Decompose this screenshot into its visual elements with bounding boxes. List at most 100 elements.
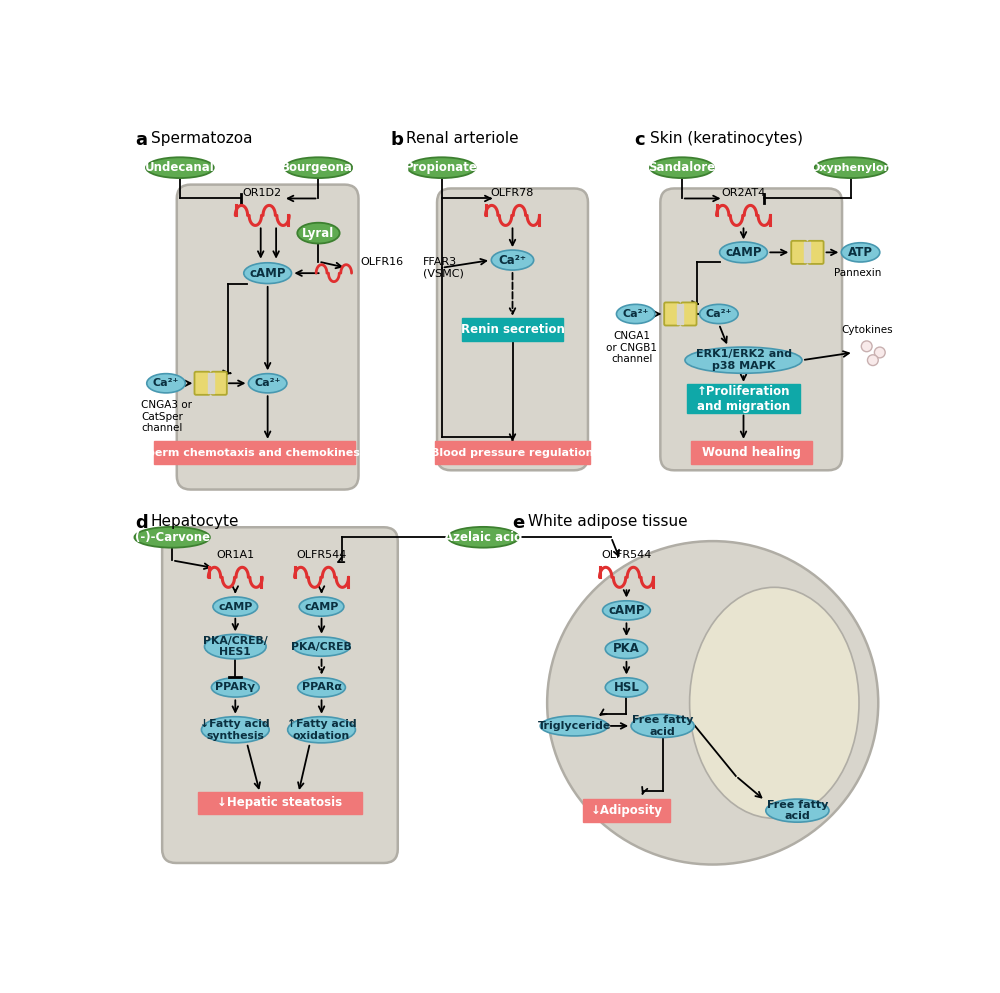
FancyBboxPatch shape bbox=[681, 303, 697, 326]
FancyBboxPatch shape bbox=[691, 442, 812, 464]
Text: d: d bbox=[135, 514, 148, 532]
Ellipse shape bbox=[285, 157, 352, 178]
Text: Sandalore: Sandalore bbox=[648, 161, 715, 174]
Text: White adipose tissue: White adipose tissue bbox=[528, 514, 688, 529]
Text: CNGA3 or
CatSper
channel: CNGA3 or CatSper channel bbox=[141, 400, 192, 433]
Text: (-)-Carvone: (-)-Carvone bbox=[135, 531, 210, 544]
Text: OLFR16: OLFR16 bbox=[360, 256, 403, 266]
FancyBboxPatch shape bbox=[664, 303, 680, 326]
Text: Lyral: Lyral bbox=[302, 226, 335, 239]
Text: Ca²⁺: Ca²⁺ bbox=[153, 378, 179, 388]
Text: e: e bbox=[512, 514, 525, 532]
Ellipse shape bbox=[700, 304, 738, 324]
Text: cAMP: cAMP bbox=[249, 267, 286, 280]
Text: Triglyceride: Triglyceride bbox=[537, 721, 611, 731]
Ellipse shape bbox=[631, 714, 694, 738]
Text: Renal arteriole: Renal arteriole bbox=[406, 131, 519, 146]
Text: ↓Hepatic steatosis: ↓Hepatic steatosis bbox=[217, 796, 343, 809]
Ellipse shape bbox=[605, 678, 648, 697]
Text: Azelaic acid: Azelaic acid bbox=[444, 531, 522, 544]
FancyBboxPatch shape bbox=[177, 185, 358, 490]
Text: Ca²⁺: Ca²⁺ bbox=[498, 253, 526, 266]
Ellipse shape bbox=[841, 242, 880, 262]
Text: Cytokines: Cytokines bbox=[841, 325, 893, 335]
Ellipse shape bbox=[201, 717, 269, 743]
Ellipse shape bbox=[299, 597, 344, 617]
Ellipse shape bbox=[408, 157, 476, 178]
Text: OLFR544: OLFR544 bbox=[296, 550, 347, 560]
Text: Skin (keratinocytes): Skin (keratinocytes) bbox=[650, 131, 803, 146]
Ellipse shape bbox=[690, 587, 859, 818]
Text: OR2AT4: OR2AT4 bbox=[721, 189, 766, 199]
Text: Ca²⁺: Ca²⁺ bbox=[706, 309, 732, 319]
Ellipse shape bbox=[491, 250, 534, 270]
Text: PPARγ: PPARγ bbox=[215, 682, 255, 692]
Text: Wound healing: Wound healing bbox=[702, 446, 801, 459]
FancyBboxPatch shape bbox=[437, 189, 588, 471]
FancyBboxPatch shape bbox=[154, 442, 355, 464]
Text: Oxyphenylon: Oxyphenylon bbox=[811, 163, 892, 173]
Ellipse shape bbox=[815, 157, 888, 178]
Text: PPARα: PPARα bbox=[302, 682, 342, 692]
Circle shape bbox=[861, 341, 872, 352]
Ellipse shape bbox=[298, 678, 345, 697]
Ellipse shape bbox=[720, 242, 767, 263]
Text: FFAR3
(VSMC): FFAR3 (VSMC) bbox=[423, 257, 464, 279]
Text: Free fatty
acid: Free fatty acid bbox=[767, 799, 828, 821]
Text: Renin secretion: Renin secretion bbox=[461, 323, 564, 336]
Text: OR1A1: OR1A1 bbox=[216, 550, 254, 560]
FancyBboxPatch shape bbox=[660, 189, 842, 471]
Text: PKA: PKA bbox=[613, 642, 640, 655]
Ellipse shape bbox=[244, 263, 292, 284]
Text: PKA/CREB: PKA/CREB bbox=[291, 641, 352, 651]
Ellipse shape bbox=[650, 157, 714, 178]
Text: ATP: ATP bbox=[848, 246, 873, 259]
Ellipse shape bbox=[297, 222, 340, 243]
Ellipse shape bbox=[205, 635, 266, 659]
Text: Free fatty
acid: Free fatty acid bbox=[632, 715, 693, 737]
Ellipse shape bbox=[616, 304, 655, 324]
Ellipse shape bbox=[766, 799, 829, 822]
Ellipse shape bbox=[213, 597, 258, 617]
Text: a: a bbox=[135, 131, 147, 149]
Text: Sperm chemotaxis and chemokinesis: Sperm chemotaxis and chemokinesis bbox=[139, 448, 370, 458]
Ellipse shape bbox=[248, 373, 287, 393]
Text: ↓Adiposity: ↓Adiposity bbox=[590, 804, 662, 817]
Text: cAMP: cAMP bbox=[725, 246, 762, 259]
FancyBboxPatch shape bbox=[211, 371, 227, 395]
Text: ↑Proliferation
and migration: ↑Proliferation and migration bbox=[697, 384, 790, 413]
Ellipse shape bbox=[603, 601, 650, 620]
Text: OR1D2: OR1D2 bbox=[243, 189, 282, 199]
Text: Bourgeonal: Bourgeonal bbox=[281, 161, 356, 174]
Text: CNGA1
or CNGB1
channel: CNGA1 or CNGB1 channel bbox=[606, 331, 657, 364]
Text: Undecanal: Undecanal bbox=[145, 161, 215, 174]
Ellipse shape bbox=[134, 527, 210, 548]
Ellipse shape bbox=[540, 716, 608, 736]
Text: cAMP: cAMP bbox=[304, 602, 339, 612]
Text: cAMP: cAMP bbox=[608, 604, 645, 617]
Text: Ca²⁺: Ca²⁺ bbox=[254, 378, 281, 388]
Text: Pannexin: Pannexin bbox=[834, 268, 881, 278]
Text: HSL: HSL bbox=[614, 681, 639, 694]
Text: OLFR78: OLFR78 bbox=[491, 189, 534, 199]
Ellipse shape bbox=[147, 373, 185, 393]
FancyBboxPatch shape bbox=[791, 241, 807, 264]
Text: cAMP: cAMP bbox=[218, 602, 252, 612]
Ellipse shape bbox=[211, 678, 259, 697]
Circle shape bbox=[874, 348, 885, 357]
Ellipse shape bbox=[685, 348, 802, 373]
Ellipse shape bbox=[293, 637, 350, 656]
Ellipse shape bbox=[448, 527, 519, 548]
FancyBboxPatch shape bbox=[462, 318, 563, 341]
FancyBboxPatch shape bbox=[583, 799, 670, 822]
Text: ↑Fatty acid
oxidation: ↑Fatty acid oxidation bbox=[287, 719, 356, 741]
FancyBboxPatch shape bbox=[162, 527, 398, 863]
Text: Blood pressure regulation: Blood pressure regulation bbox=[431, 448, 594, 458]
Text: Ca²⁺: Ca²⁺ bbox=[623, 309, 649, 319]
Text: Hepatocyte: Hepatocyte bbox=[151, 514, 239, 529]
Ellipse shape bbox=[605, 639, 648, 658]
Ellipse shape bbox=[547, 541, 878, 865]
Text: Propionate: Propionate bbox=[405, 161, 478, 174]
FancyBboxPatch shape bbox=[435, 442, 590, 464]
FancyBboxPatch shape bbox=[194, 371, 210, 395]
